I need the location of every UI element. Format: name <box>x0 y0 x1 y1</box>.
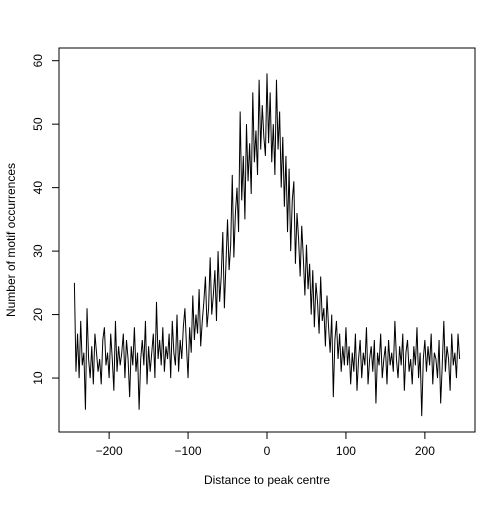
data-line <box>73 73 461 417</box>
y-tick-label: 10 <box>31 371 45 385</box>
x-tick-label: 0 <box>264 444 271 458</box>
x-tick-label: 100 <box>336 444 356 458</box>
y-tick-label: 60 <box>31 54 45 68</box>
y-tick-label: 30 <box>31 244 45 258</box>
x-tick-label: 200 <box>415 444 435 458</box>
y-tick-label: 50 <box>31 117 45 131</box>
x-axis-label: Distance to peak centre <box>204 473 330 487</box>
y-axis-label: Number of motif occurrences <box>4 163 18 317</box>
x-tick-label: −100 <box>175 444 202 458</box>
y-tick-label: 20 <box>31 308 45 322</box>
x-tick-label: −200 <box>96 444 123 458</box>
y-tick-label: 40 <box>31 181 45 195</box>
